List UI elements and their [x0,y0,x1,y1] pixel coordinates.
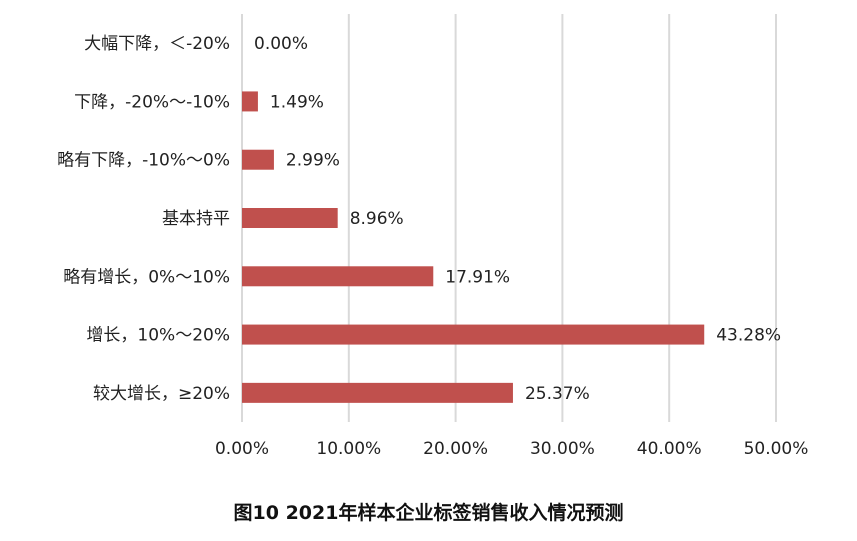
bar [242,91,258,112]
chart-title: 图10 2021年样本企业标签销售收入情况预测 [233,502,624,524]
x-tick-label: 30.00% [530,439,595,459]
category-label: 略有下降，-10%～0% [57,151,230,171]
data-label: 0.00% [254,34,308,54]
data-label: 17.91% [445,267,510,287]
category-label: 大幅下降，＜-20% [84,34,230,54]
x-tick-label: 20.00% [423,439,488,459]
bar [242,324,705,345]
data-label: 25.37% [525,384,590,404]
category-label: 基本持平 [162,209,230,229]
bar [242,208,338,228]
data-label: 8.96% [350,209,404,229]
data-label: 43.28% [716,326,781,346]
bar [242,149,274,170]
x-tick-label: 40.00% [637,439,702,459]
x-tick-label: 50.00% [744,439,809,459]
category-label: 下降，-20%～-10% [74,92,230,112]
category-label: 略有增长，0%～10% [63,267,230,287]
bar [242,382,513,403]
data-label: 1.49% [270,92,324,112]
data-label: 2.99% [286,151,340,171]
x-tick-label: 0.00% [215,439,269,459]
category-label: 较大增长，≥20% [93,384,230,404]
x-tick-label: 10.00% [316,439,381,459]
bar [242,266,434,287]
category-label: 增长，10%～20% [86,326,230,346]
